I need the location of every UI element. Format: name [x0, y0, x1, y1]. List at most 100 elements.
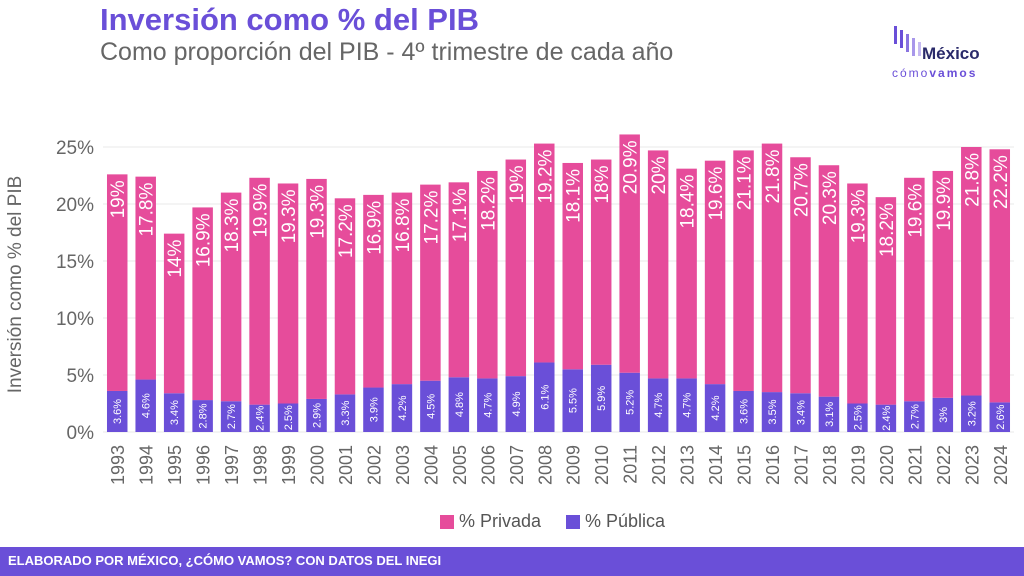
bar-publica: [989, 402, 1011, 432]
bar-publica: [306, 398, 327, 432]
data-label-publica: 4.2%: [397, 395, 409, 420]
bar-publica: [505, 376, 527, 432]
bar-privada: [306, 178, 327, 399]
bar-privada: [619, 134, 640, 373]
y-tick-label: 10%: [56, 309, 94, 330]
bar-privada: [761, 143, 783, 393]
bar-privada: [135, 176, 156, 380]
data-label-publica: 4.7%: [682, 392, 694, 417]
data-label-privada: 20.3%: [820, 171, 841, 225]
data-label-publica: 4.6%: [141, 393, 153, 418]
data-label-publica: 5.2%: [625, 390, 637, 415]
data-label-privada: 19.6%: [905, 184, 926, 238]
bar-privada: [562, 162, 583, 370]
logo-word: México: [922, 44, 980, 63]
data-label-publica: 3.6%: [739, 399, 751, 424]
y-tick-label: 0%: [67, 423, 95, 444]
bar-publica: [391, 384, 413, 432]
data-label-privada: 19.2%: [535, 149, 556, 203]
bar-privada: [106, 174, 128, 391]
bar-privada: [448, 182, 470, 378]
bar-publica: [249, 404, 270, 432]
data-label-privada: 19%: [507, 165, 528, 203]
bar-privada: [733, 150, 754, 391]
y-tick-label: 20%: [56, 195, 94, 216]
legend-label-privada: % Privada: [459, 511, 542, 531]
bar-publica: [192, 400, 213, 432]
bar-privada: [590, 159, 612, 365]
data-label-publica: 4.7%: [653, 392, 665, 417]
data-label-publica: 4.7%: [482, 392, 494, 417]
bar-publica: [590, 364, 612, 432]
bar-privada: [220, 192, 242, 402]
data-label-privada: 18.1%: [564, 169, 585, 223]
bar-privada: [505, 159, 527, 377]
data-label-privada: 18.3%: [222, 198, 243, 252]
y-tick-label: 5%: [67, 366, 95, 387]
data-label-publica: 2.7%: [226, 404, 238, 429]
data-label-publica: 5.9%: [596, 386, 608, 411]
bar-privada: [192, 207, 213, 401]
x-tick-label: 1995: [165, 445, 185, 485]
data-label-privada: 20%: [649, 156, 670, 194]
bar-privada: [989, 149, 1011, 403]
x-tick-label: 2003: [393, 445, 413, 485]
bar-privada: [647, 150, 669, 379]
data-label-privada: 20.9%: [621, 140, 642, 194]
bar-publica: [163, 393, 185, 432]
bar-publica: [619, 372, 640, 432]
data-label-privada: 16.9%: [364, 201, 385, 255]
data-label-privada: 17.8%: [137, 183, 158, 237]
bar-privada: [961, 147, 982, 396]
bar-privada: [847, 183, 868, 404]
data-label-privada: 19.9%: [934, 177, 955, 231]
bar-publica: [875, 404, 897, 432]
bar-publica: [647, 378, 669, 432]
data-label-publica: 3.2%: [966, 401, 978, 426]
x-tick-label: 2023: [962, 445, 982, 485]
data-label-privada: 19.3%: [308, 185, 329, 239]
data-label-publica: 2.9%: [312, 403, 324, 428]
bar-publica: [220, 401, 242, 432]
x-tick-label: 2018: [820, 445, 840, 485]
data-label-privada: 21.8%: [763, 149, 784, 203]
data-label-privada: 21.1%: [735, 156, 756, 210]
bar-privada: [277, 183, 299, 404]
data-label-publica: 2.4%: [881, 406, 893, 431]
bar-privada: [704, 160, 726, 385]
chart-title: Inversión como % del PIB: [100, 2, 479, 37]
bar-publica: [363, 387, 384, 432]
data-label-privada: 19.6%: [706, 167, 727, 221]
logo-sub-light: cómo: [892, 66, 930, 80]
legend-swatch-publica: [566, 515, 580, 529]
bar-publica: [277, 403, 299, 432]
data-label-privada: 14%: [165, 240, 186, 278]
x-tick-label: 1993: [108, 445, 128, 485]
data-label-publica: 6.1%: [539, 384, 551, 409]
bar-publica: [761, 392, 783, 432]
data-label-privada: 19%: [108, 180, 129, 218]
data-label-privada: 19.3%: [848, 189, 869, 243]
bar-privada: [676, 168, 697, 379]
data-label-privada: 17.1%: [450, 188, 471, 242]
data-label-privada: 20.7%: [791, 163, 812, 217]
data-label-publica: 2.8%: [198, 403, 210, 428]
data-label-publica: 3.1%: [824, 402, 836, 427]
data-label-privada: 21.8%: [962, 153, 983, 207]
bar-publica: [676, 378, 697, 432]
x-tick-label: 2011: [621, 445, 641, 484]
x-tick-label: 2006: [478, 445, 498, 485]
y-axis-label: Inversión como % del PIB: [5, 176, 26, 394]
bar-publica: [420, 380, 441, 432]
data-label-privada: 17.2%: [336, 204, 357, 258]
bar-privada: [391, 192, 413, 385]
footer-bar: ELABORADO POR MÉXICO, ¿CÓMO VAMOS? CON D…: [0, 547, 1024, 576]
chart-subtitle: Como proporción del PIB - 4º trimestre d…: [100, 38, 674, 66]
bar-publica: [106, 390, 128, 432]
legend-label-publica: % Pública: [585, 511, 666, 531]
bar-privada: [818, 165, 840, 397]
bar-publica: [847, 403, 868, 432]
data-label-publica: 4.8%: [454, 392, 466, 417]
x-tick-label: 2005: [450, 445, 470, 485]
x-tick-label: 2007: [507, 445, 527, 485]
